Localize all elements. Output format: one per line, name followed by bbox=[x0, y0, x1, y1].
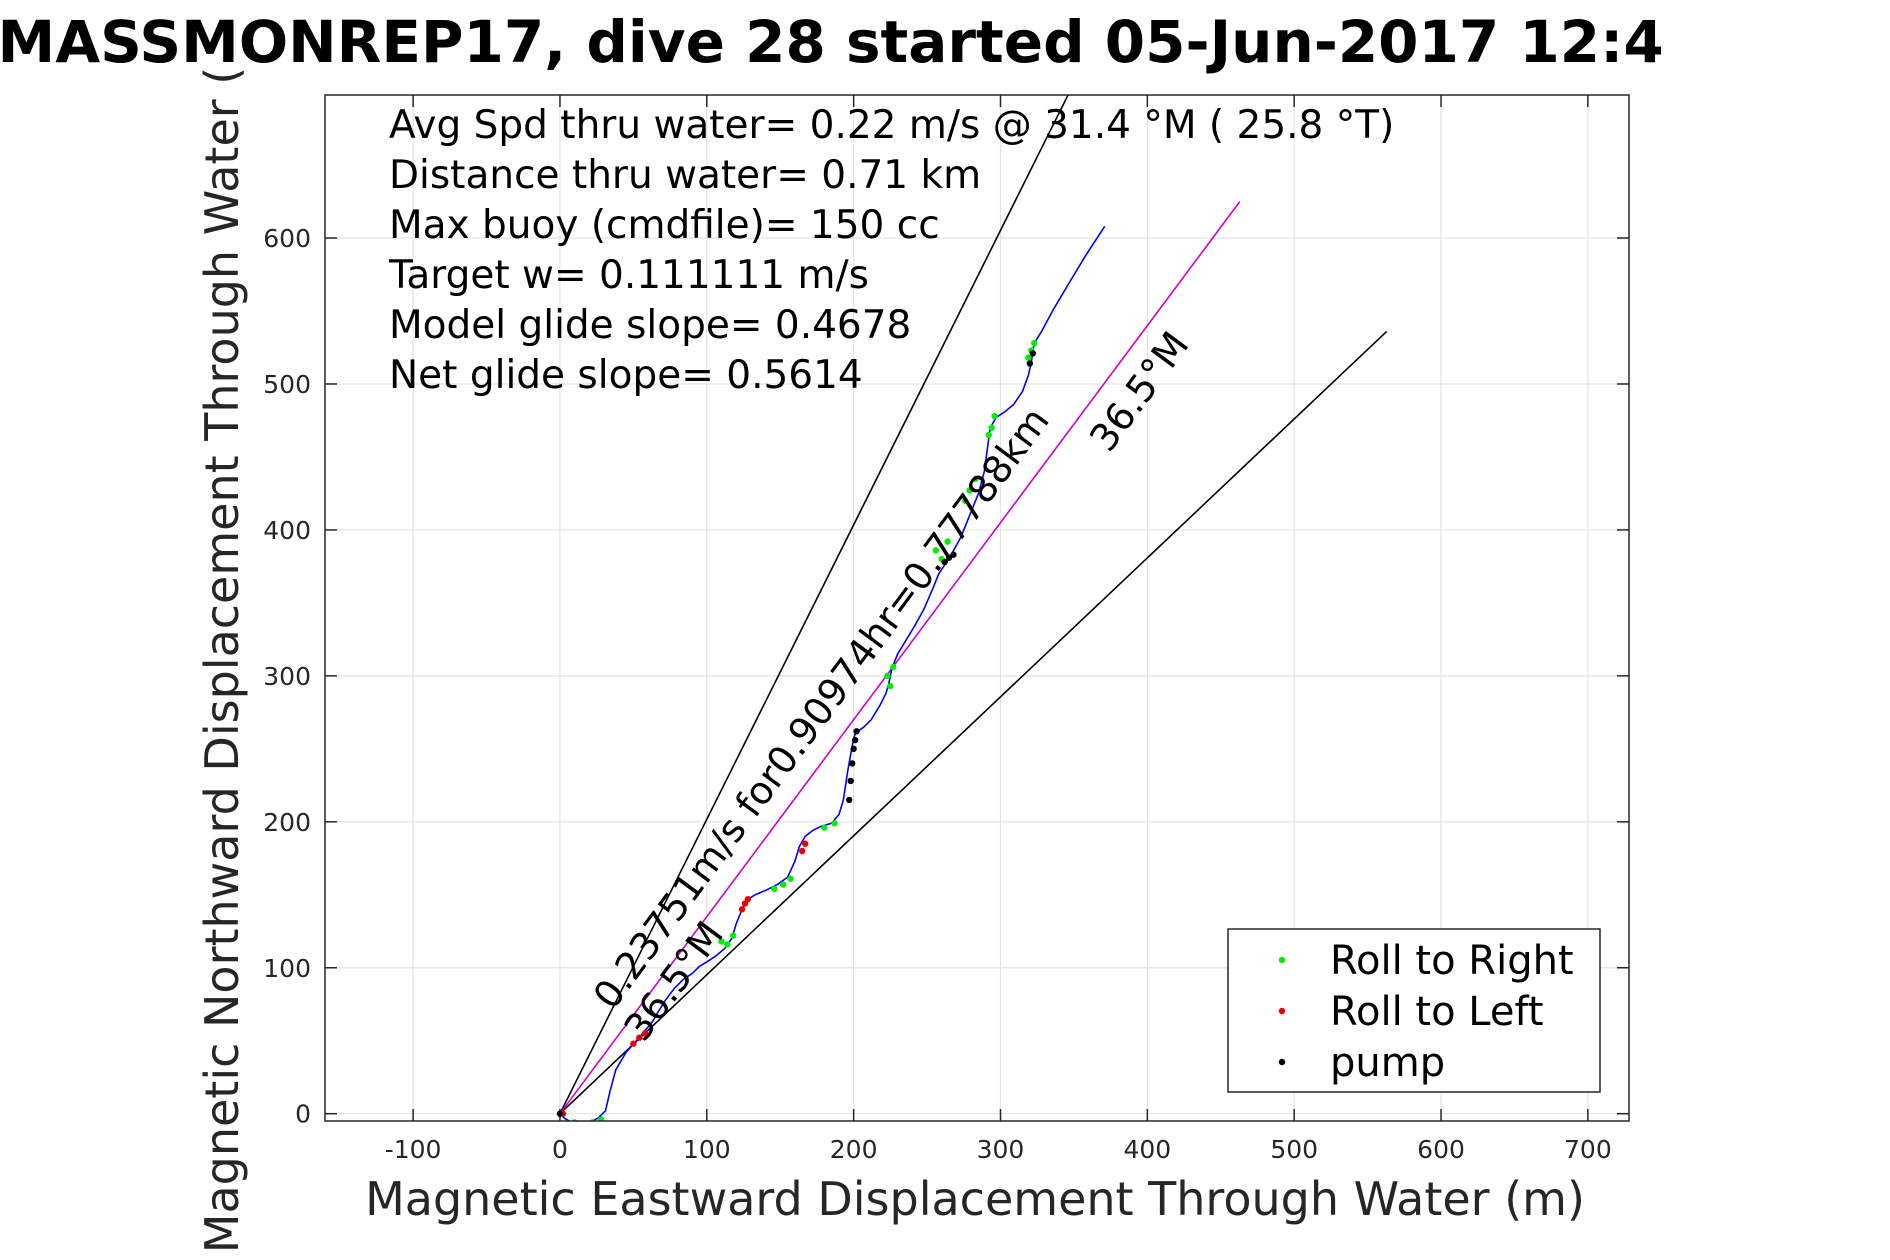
marker-roll-to-right bbox=[821, 824, 828, 831]
x-tick-label: -100 bbox=[385, 1135, 442, 1164]
reference-lines bbox=[559, 95, 1388, 1115]
info-line: Max buoy (cmdfile)= 150 cc bbox=[389, 203, 940, 248]
x-tick-label: 300 bbox=[977, 1135, 1025, 1164]
marker-roll-to-right bbox=[771, 885, 778, 893]
marker-pump bbox=[1026, 360, 1034, 367]
marker-roll-to-right bbox=[779, 881, 787, 888]
marker-roll-to-left bbox=[801, 840, 809, 847]
marker-roll-to-right bbox=[887, 682, 894, 690]
marker-roll-to-right bbox=[831, 820, 838, 827]
marker-pump bbox=[1029, 350, 1037, 357]
marker-roll-to-right bbox=[597, 1116, 605, 1121]
marker-pump bbox=[556, 1110, 564, 1117]
info-line: Model glide slope= 0.4678 bbox=[389, 303, 911, 348]
legend: Roll to Right Roll to Left pump bbox=[1227, 928, 1601, 1093]
marker-roll-to-left bbox=[636, 1034, 643, 1042]
y-axis-ticks: 0 100 200 300 400 500 600 bbox=[263, 224, 1629, 1129]
marker-roll-to-right bbox=[988, 424, 995, 431]
plot-frame bbox=[324, 94, 1630, 1122]
y-tick-label: 500 bbox=[263, 370, 311, 399]
x-tick-label: 200 bbox=[830, 1135, 878, 1164]
x-tick-label: 100 bbox=[683, 1135, 731, 1164]
marker-roll-to-left bbox=[630, 1040, 637, 1047]
marker-pump bbox=[850, 745, 857, 753]
marker-roll-to-right bbox=[730, 932, 737, 939]
info-line: Distance thru water= 0.71 km bbox=[389, 153, 981, 198]
track-lines bbox=[559, 225, 1106, 1121]
x-tick-label: 700 bbox=[1564, 1135, 1612, 1164]
marker-roll-to-left bbox=[641, 1030, 649, 1037]
y-tick-label: 600 bbox=[263, 224, 311, 253]
marker-pump bbox=[941, 558, 948, 566]
marker-pump bbox=[853, 728, 860, 735]
marker-roll-to-right bbox=[962, 497, 969, 504]
dive-info-block: Avg Spd thru water= 0.22 m/s @ 31.4 °M (… bbox=[388, 103, 1394, 398]
marker-roll-to-right bbox=[944, 538, 951, 545]
marker-roll-to-right bbox=[1025, 354, 1032, 361]
info-line: Target w= 0.111111 m/s bbox=[388, 253, 869, 298]
legend-marker bbox=[1278, 1007, 1286, 1015]
marker-roll-to-right bbox=[571, 1119, 578, 1121]
marker-roll-to-left bbox=[799, 847, 806, 855]
reference-line-mean-heading bbox=[559, 201, 1241, 1115]
marker-roll-to-right bbox=[991, 412, 998, 420]
y-tick-label: 100 bbox=[263, 954, 311, 983]
legend-label: Roll to Left bbox=[1330, 989, 1544, 1035]
marker-roll-to-right bbox=[718, 938, 725, 945]
legend-label: pump bbox=[1330, 1040, 1445, 1086]
info-line: Net glide slope= 0.5614 bbox=[389, 353, 863, 398]
x-tick-label: 600 bbox=[1417, 1135, 1465, 1164]
chart-title: 620 MASSMONREP17, dive 28 started 05-Jun… bbox=[0, 8, 1664, 76]
y-tick-label: 0 bbox=[295, 1100, 311, 1129]
marker-pump bbox=[846, 796, 853, 804]
marker-roll-to-right bbox=[1031, 339, 1038, 347]
legend-box bbox=[1227, 928, 1601, 1093]
marker-pump bbox=[950, 551, 957, 558]
x-tick-label: 400 bbox=[1123, 1135, 1171, 1164]
legend-label: Roll to Right bbox=[1330, 938, 1574, 984]
y-tick-label: 300 bbox=[263, 662, 311, 691]
marker-roll-to-right bbox=[972, 475, 979, 483]
x-tick-label: 0 bbox=[552, 1135, 568, 1164]
marker-roll-to-right bbox=[884, 672, 891, 680]
reference-line-cone-right bbox=[559, 330, 1388, 1115]
track-line bbox=[559, 225, 1106, 1121]
legend-marker bbox=[1278, 1058, 1286, 1066]
marker-roll-to-right bbox=[985, 431, 992, 439]
event-markers bbox=[556, 339, 1038, 1121]
marker-roll-to-right bbox=[932, 547, 940, 554]
marker-roll-to-left bbox=[744, 895, 752, 903]
marker-roll-to-right bbox=[724, 941, 731, 948]
marker-roll-to-right bbox=[890, 663, 897, 671]
marker-pump bbox=[848, 760, 856, 767]
marker-roll-to-right bbox=[787, 875, 794, 882]
legend-marker bbox=[1278, 956, 1286, 964]
y-tick-label: 400 bbox=[263, 516, 311, 545]
marker-roll-to-right bbox=[966, 487, 973, 494]
marker-roll-to-right bbox=[589, 1119, 596, 1121]
x-axis-ticks: -100 0 100 200 300 400 500 600 700 bbox=[385, 95, 1612, 1164]
marker-pump bbox=[847, 777, 854, 785]
info-line: Avg Spd thru water= 0.22 m/s @ 31.4 °M (… bbox=[389, 103, 1394, 148]
reference-line-cone-left bbox=[559, 95, 1069, 1115]
y-axis-label: Magnetic Northward Displacement Through … bbox=[195, 67, 249, 1253]
marker-pump bbox=[851, 736, 859, 744]
x-tick-label: 500 bbox=[1270, 1135, 1318, 1164]
x-axis-label: Magnetic Eastward Displacement Through W… bbox=[365, 1172, 1585, 1226]
marker-roll-to-left bbox=[738, 906, 746, 913]
y-tick-label: 200 bbox=[263, 808, 311, 837]
